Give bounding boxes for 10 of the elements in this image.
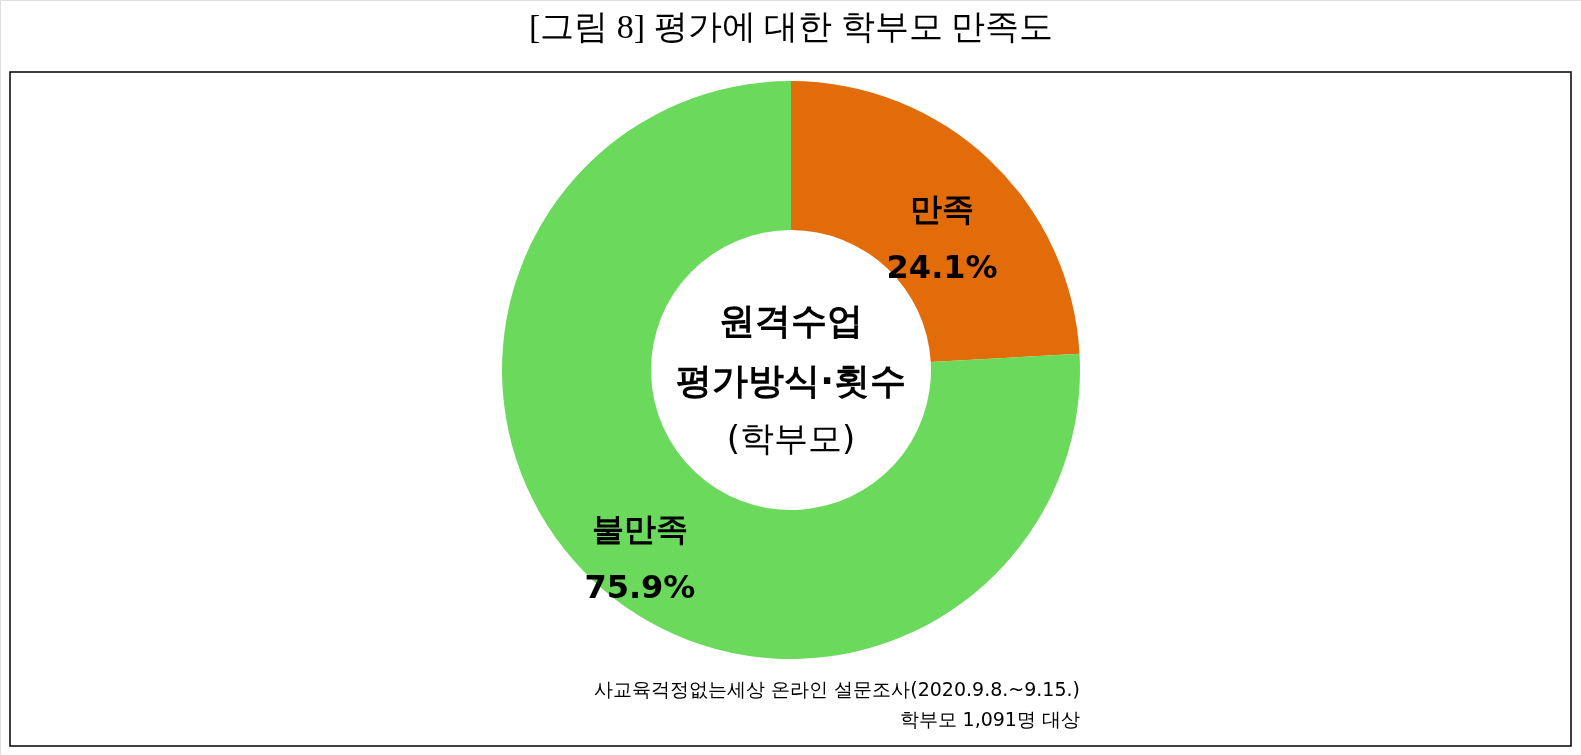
- slice-label: 불만족: [591, 509, 688, 548]
- data-label: 24.1%: [886, 248, 998, 287]
- text: 사교육걱정없는세상 온라인 설문조사(2020.9.8.~9.15.): [594, 678, 1080, 700]
- slice-label: 만족: [910, 190, 975, 229]
- text: (학부모): [726, 418, 856, 458]
- text: 평가방식·횟수: [676, 360, 906, 401]
- donut-slice: [502, 81, 1080, 659]
- text: 학부모 1,091명 대상: [899, 708, 1080, 730]
- chart-title: [그림 8] 평가에 대한 학부모 만족도: [528, 8, 1054, 45]
- text: 원격수업: [719, 300, 863, 341]
